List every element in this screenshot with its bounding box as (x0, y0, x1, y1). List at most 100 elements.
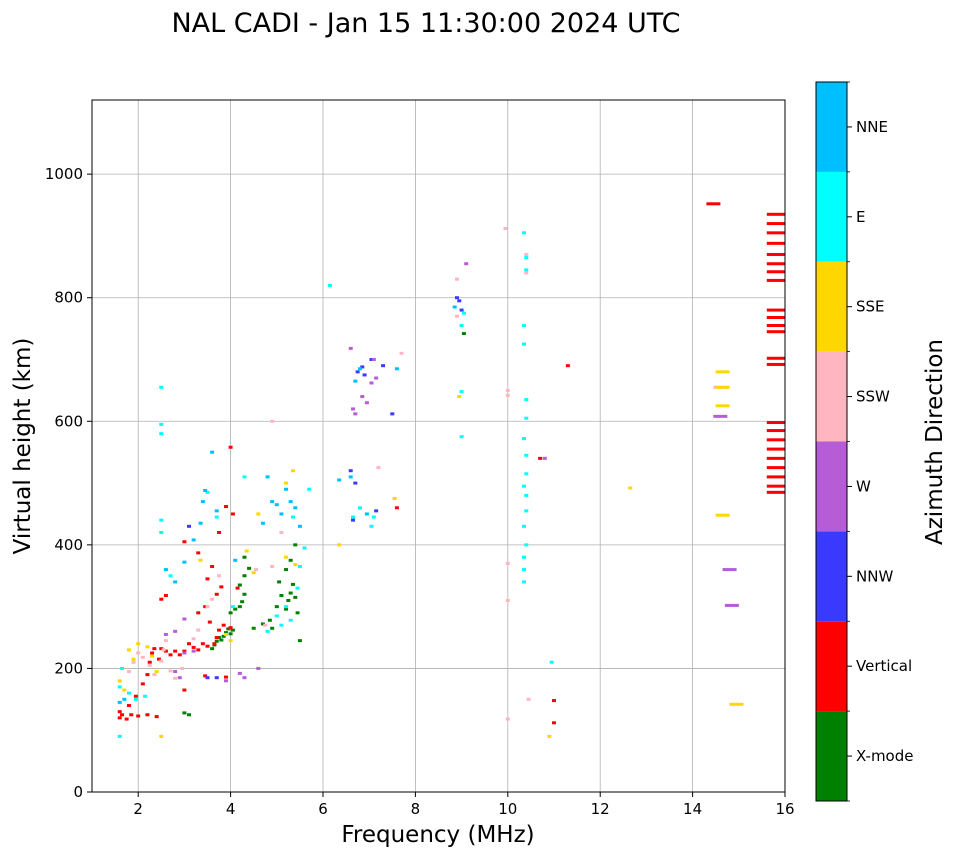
data-point-nnw (454, 296, 459, 300)
data-point-sse (122, 688, 127, 692)
data-point-vertical (182, 649, 187, 653)
data-point-vertical (219, 585, 224, 589)
data-point-ssw (254, 568, 259, 572)
data-point-sse (251, 571, 256, 575)
data-point-ssw (454, 277, 459, 281)
data-point-sse (154, 670, 159, 674)
data-point-w (724, 603, 739, 607)
data-point-e (265, 629, 270, 633)
y-tick-label: 400 (54, 536, 83, 554)
data-point-nnw (355, 370, 360, 374)
data-point-w (353, 412, 358, 416)
data-point-w (713, 414, 728, 418)
data-point-e (214, 515, 219, 519)
data-point-e (521, 437, 526, 441)
data-point-sse (131, 657, 136, 661)
data-point-e (279, 623, 284, 627)
data-point-vertical (221, 623, 226, 627)
data-point-vertical (196, 551, 201, 555)
data-point-vertical (147, 660, 152, 664)
data-point-sse (715, 513, 730, 517)
data-point-vertical (766, 315, 785, 319)
data-point-e (524, 398, 529, 402)
data-point-w (542, 456, 547, 460)
data-point-ssw (505, 393, 510, 397)
data-point-vertical (235, 586, 240, 590)
data-point-nne (452, 305, 457, 309)
data-point-vertical (120, 713, 125, 717)
data-point-nnw (369, 358, 374, 361)
data-point-x-mode (290, 582, 295, 586)
data-point-e (274, 614, 279, 618)
data-point-nnw (353, 481, 358, 485)
data-point-ssw (454, 314, 459, 318)
y-tick-label: 800 (54, 289, 83, 307)
data-point-ssw (140, 655, 145, 659)
colorbar-segment (816, 261, 847, 352)
colorbar-segment (816, 711, 847, 801)
data-point-w (191, 649, 196, 653)
colorbar: X-mode Vertical NNW W SSW SSE E NNE (815, 81, 913, 802)
data-point-ssw (526, 697, 531, 701)
data-point-x-mode (187, 713, 192, 717)
data-point-w (173, 629, 178, 633)
data-point-vertical (228, 626, 233, 630)
data-point-vertical (766, 438, 785, 442)
colorbar-segment (816, 351, 847, 442)
data-point-nnw (187, 524, 192, 528)
colorbar-tick-label: E (856, 208, 865, 226)
data-point-sse (256, 512, 261, 516)
data-point-vertical (168, 653, 173, 657)
data-point-ssw (191, 637, 196, 641)
data-point-e (117, 685, 122, 689)
data-point-w (722, 568, 737, 572)
y-tick-label: 600 (54, 412, 83, 430)
data-point-vertical (706, 202, 721, 206)
data-point-sse (223, 632, 228, 636)
data-point-e (357, 506, 362, 510)
data-point-e (369, 524, 374, 528)
x-tick-label: 2 (133, 800, 143, 818)
data-point-e (242, 475, 247, 479)
data-point-w (237, 671, 242, 675)
data-point-e (159, 518, 164, 522)
data-point-e (524, 543, 529, 547)
data-point-nnw (457, 299, 462, 303)
data-point-nnw (214, 676, 219, 680)
data-point-vertical (766, 308, 785, 312)
data-point-ssw (196, 628, 201, 632)
data-point-x-mode (221, 634, 226, 638)
plot-area-frame (91, 99, 786, 793)
data-point-e (133, 697, 138, 701)
data-point-w (163, 632, 168, 636)
data-point-vertical (217, 628, 222, 632)
data-point-x-mode (242, 555, 247, 559)
y-axis-label: Virtual height (km) (10, 338, 36, 555)
data-point-ssw (152, 673, 157, 677)
data-point-vertical (207, 620, 212, 624)
data-point-e (521, 324, 526, 328)
data-point-nne (163, 568, 168, 572)
data-point-ssw (131, 660, 136, 664)
data-point-vertical (766, 330, 785, 334)
data-point-ssw (399, 351, 404, 355)
data-point-e (284, 605, 289, 609)
data-point-vertical (145, 673, 150, 677)
data-point-nne (117, 700, 122, 704)
data-point-e (351, 515, 356, 519)
data-point-w (182, 617, 187, 621)
data-point-x-mode (242, 592, 247, 596)
data-point-x-mode (223, 631, 228, 635)
data-point-vertical (766, 484, 785, 488)
data-point-ssw (217, 574, 222, 578)
data-point-vertical (552, 721, 556, 725)
data-point-w (242, 676, 247, 680)
data-point-e (288, 618, 293, 622)
data-point-sse (244, 549, 249, 553)
data-point-vertical (187, 642, 192, 646)
data-point-vertical (145, 713, 150, 717)
colorbar-label: Azimuth Direction (922, 339, 948, 545)
data-point-w (369, 381, 374, 385)
data-point-nnw (459, 308, 464, 312)
data-point-ssw (205, 605, 210, 609)
